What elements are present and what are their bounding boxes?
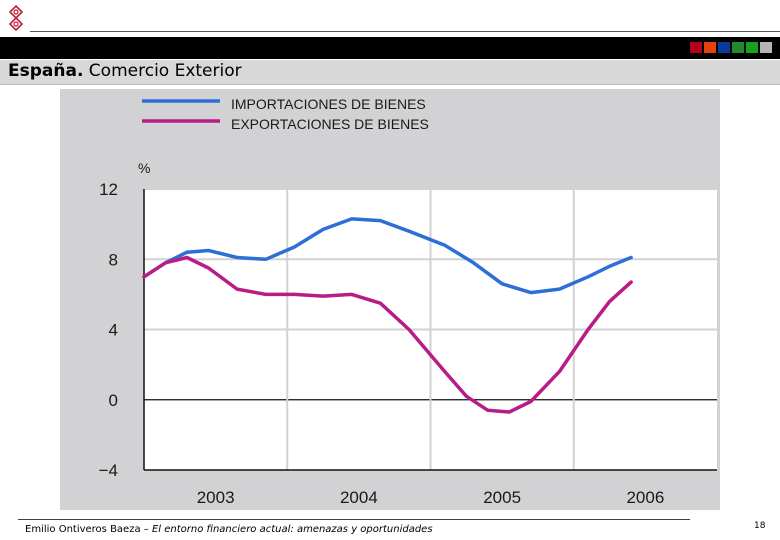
color-square [746, 42, 758, 53]
x-tick-label: 2003 [197, 488, 235, 507]
color-square [690, 42, 702, 53]
footer-work: El entorno financiero actual: amenazas y… [151, 524, 433, 535]
header-bar [0, 37, 780, 59]
y-axis-label: % [138, 160, 150, 176]
page-number: 18 [754, 521, 766, 531]
header-rule [30, 31, 780, 32]
x-tick-label: 2005 [483, 488, 521, 507]
color-square [718, 42, 730, 53]
y-tick-label: −4 [99, 461, 118, 480]
legend-label: IMPORTACIONES DE BIENES [231, 96, 426, 112]
series-line [142, 217, 633, 295]
y-tick-label: 4 [109, 321, 118, 340]
y-tick-label: 12 [99, 180, 118, 199]
footer-author: Emilio Ontiveros Baeza – [25, 524, 152, 535]
color-square [732, 42, 744, 53]
title-text: Comercio Exterior [83, 61, 242, 81]
x-tick-label: 2004 [340, 488, 378, 507]
color-squares [690, 42, 772, 53]
x-tick-label: 2006 [626, 488, 664, 507]
footer-rule [18, 519, 690, 520]
color-square [760, 42, 772, 53]
slide-title: España. Comercio Exterior [8, 61, 242, 81]
legend-label: EXPORTACIONES DE BIENES [231, 116, 429, 132]
title-bold: España. [8, 61, 84, 81]
line-chart: 12 8 4 0 −4% 2003 2004 2005 2006 IMPORTACIONES D… [60, 89, 720, 510]
footer-text: Emilio Ontiveros Baeza – El entorno fina… [25, 524, 433, 535]
series-line [142, 255, 633, 414]
logo-icon [8, 4, 24, 32]
color-square [704, 42, 716, 53]
y-tick-label: 8 [109, 250, 118, 269]
title-bar [0, 60, 780, 85]
y-tick-label: 0 [109, 391, 118, 410]
